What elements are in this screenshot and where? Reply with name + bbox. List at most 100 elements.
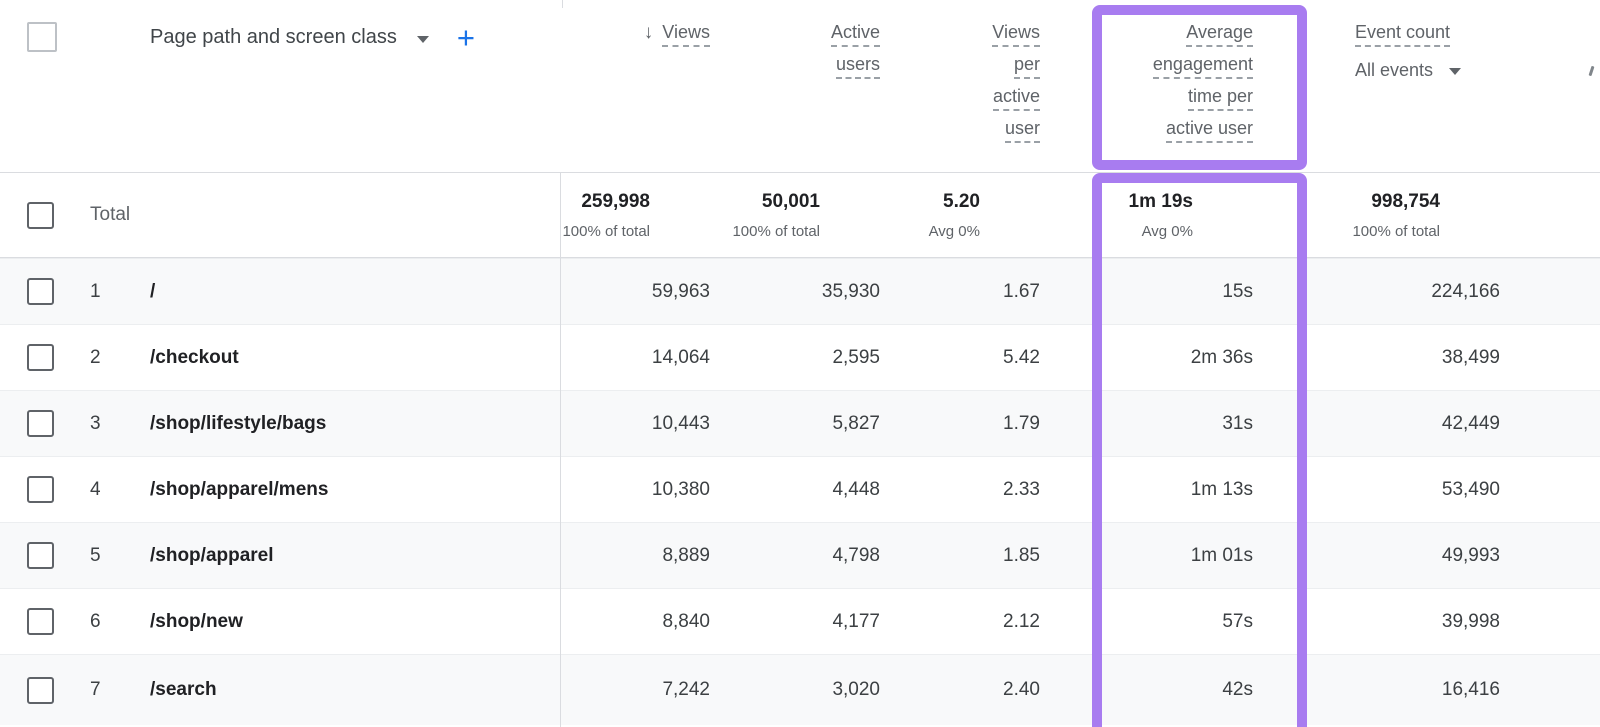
total-event-count-sub: 100% of total <box>1352 222 1440 240</box>
row-index: 7 <box>90 679 101 700</box>
active-users-value: 5,827 <box>832 412 880 434</box>
active-users-value: 3,020 <box>832 679 880 700</box>
table-header: Page path and screen class + ↓ Views Act… <box>0 0 1600 172</box>
table-row[interactable]: 5 /shop/apparel 8,889 4,798 1.85 1m 01s … <box>0 522 1600 588</box>
views-value: 10,380 <box>651 478 710 500</box>
avg-engagement-value: 1m 01s <box>1190 544 1253 566</box>
totals-row: Total 259,998 100% of total 50,001 100% … <box>0 172 1600 258</box>
vpau-header-line: user <box>1004 118 1040 143</box>
views-per-active-user-value: 1.85 <box>1003 544 1040 566</box>
views-per-active-user-value: 1.79 <box>1003 412 1040 434</box>
active-users-value: 4,798 <box>832 544 880 566</box>
dimension-header[interactable]: Page path and screen class + <box>150 19 475 55</box>
event-count-value: 16,416 <box>1441 679 1500 700</box>
total-views: 259,998 <box>581 190 650 212</box>
row-index: 4 <box>90 478 101 500</box>
event-filter-dropdown[interactable]: All events <box>1355 60 1462 81</box>
views-value: 8,889 <box>662 544 710 566</box>
page-path: /shop/apparel <box>150 544 274 566</box>
total-event-count: 998,754 <box>1371 190 1440 212</box>
page-path: /search <box>150 679 217 700</box>
views-per-active-user-value: 5.42 <box>1003 346 1040 368</box>
views-per-active-user-value: 2.40 <box>1003 679 1040 700</box>
row-checkbox[interactable] <box>27 410 54 437</box>
chevron-down-icon[interactable] <box>416 35 429 43</box>
avg-engagement-value: 42s <box>1222 679 1253 700</box>
total-views-sub: 100% of total <box>562 222 650 240</box>
avg-engagement-value: 31s <box>1222 412 1253 434</box>
views-per-active-user-value: 2.12 <box>1003 610 1040 632</box>
total-active-users: 50,001 <box>761 190 820 212</box>
views-per-active-user-value: 1.67 <box>1003 280 1040 302</box>
page-path: /shop/apparel/mens <box>150 478 329 500</box>
avg-engagement-value: 15s <box>1222 280 1253 302</box>
avg-engagement-value: 1m 13s <box>1190 478 1253 500</box>
event-count-value: 49,993 <box>1441 544 1500 566</box>
active-users-header-line: users <box>835 54 880 79</box>
engagement-header-line: Average <box>1186 22 1253 47</box>
event-count-value: 224,166 <box>1431 280 1500 302</box>
table-row[interactable]: 1 / 59,963 35,930 1.67 15s 224,166 <box>0 258 1600 324</box>
vpau-header-line: per <box>1013 54 1040 79</box>
row-checkbox[interactable] <box>27 278 54 305</box>
row-index: 5 <box>90 544 101 566</box>
engagement-header-line: time per <box>1187 86 1253 111</box>
event-count-value: 42,449 <box>1441 412 1500 434</box>
vpau-header-line: active <box>992 86 1040 111</box>
table-row[interactable]: 4 /shop/apparel/mens 10,380 4,448 2.33 1… <box>0 456 1600 522</box>
row-checkbox[interactable] <box>27 542 54 569</box>
views-value: 10,443 <box>651 412 710 434</box>
table-row[interactable]: 6 /shop/new 8,840 4,177 2.12 57s 39,998 <box>0 588 1600 654</box>
views-header-label: Views <box>662 22 710 47</box>
clipped-next-column-glyph <box>1588 65 1595 77</box>
active-users-value: 35,930 <box>821 280 880 302</box>
views-value: 8,840 <box>662 610 710 632</box>
row-index: 1 <box>90 280 101 302</box>
column-header-event-count[interactable]: Event count All events <box>1355 22 1462 81</box>
table-row[interactable]: 3 /shop/lifestyle/bags 10,443 5,827 1.79… <box>0 390 1600 456</box>
total-active-users-sub: 100% of total <box>732 222 820 240</box>
vpau-header-line: Views <box>992 22 1040 47</box>
column-header-active-users[interactable]: Active users <box>830 22 880 86</box>
page-path: / <box>150 280 156 302</box>
event-count-value: 38,499 <box>1441 346 1500 368</box>
select-all-checkbox[interactable] <box>27 22 57 52</box>
column-header-views-per-active-user[interactable]: Views per active user <box>992 22 1040 150</box>
add-dimension-button[interactable]: + <box>456 19 475 55</box>
column-header-views[interactable]: ↓ Views <box>644 22 710 54</box>
row-checkbox[interactable] <box>27 676 54 704</box>
dimension-header-label: Page path and screen class <box>150 26 397 48</box>
row-checkbox[interactable] <box>27 476 54 503</box>
engagement-header-line: active user <box>1165 118 1253 143</box>
avg-engagement-value: 57s <box>1222 610 1253 632</box>
active-users-value: 4,448 <box>832 478 880 500</box>
views-value: 14,064 <box>651 346 710 368</box>
active-users-value: 4,177 <box>832 610 880 632</box>
row-index: 2 <box>90 346 101 368</box>
total-avg-engagement: 1m 19s <box>1128 190 1193 212</box>
active-users-value: 2,595 <box>832 346 880 368</box>
sort-descending-icon[interactable]: ↓ <box>643 22 654 43</box>
event-count-value: 53,490 <box>1441 478 1500 500</box>
event-count-header-label: Event count <box>1355 22 1451 47</box>
chevron-down-icon <box>1449 68 1462 75</box>
row-checkbox[interactable] <box>27 608 54 635</box>
column-divider-stub <box>562 0 563 8</box>
total-avg-engagement-sub: Avg 0% <box>1141 222 1193 240</box>
totals-checkbox[interactable] <box>27 201 54 229</box>
table-row[interactable]: 2 /checkout 14,064 2,595 5.42 2m 36s 38,… <box>0 324 1600 390</box>
column-header-avg-engagement-time[interactable]: Average engagement time per active user <box>1152 22 1253 150</box>
page-path: /shop/new <box>150 610 243 632</box>
row-index: 3 <box>90 412 101 434</box>
table-row[interactable]: 7 /search 7,242 3,020 2.40 42s 16,416 <box>0 654 1600 725</box>
views-value: 7,242 <box>662 679 710 700</box>
event-filter-value: All events <box>1355 60 1434 80</box>
engagement-header-line: engagement <box>1152 54 1253 79</box>
row-checkbox[interactable] <box>27 344 54 371</box>
total-views-per-active-user-sub: Avg 0% <box>928 222 980 240</box>
avg-engagement-value: 2m 36s <box>1190 346 1253 368</box>
event-count-value: 39,998 <box>1441 610 1500 632</box>
views-value: 59,963 <box>651 280 710 302</box>
page-path: /shop/lifestyle/bags <box>150 412 327 434</box>
